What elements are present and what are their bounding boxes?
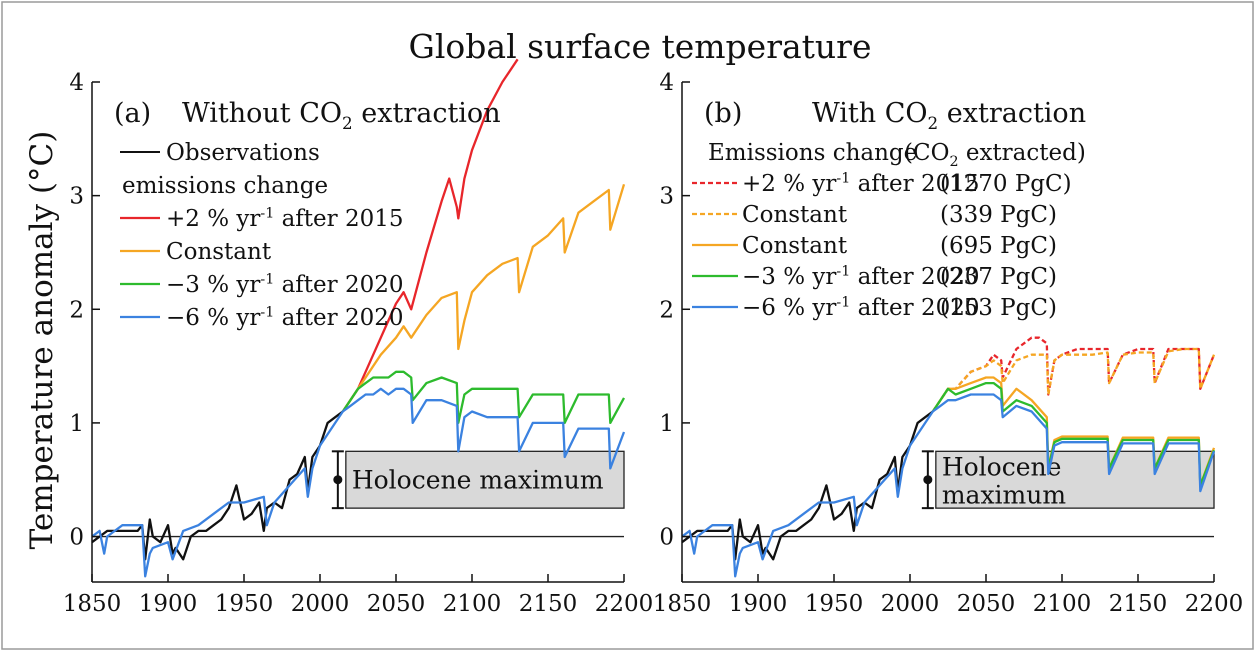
x-tick-label: 2050 xyxy=(957,591,1016,617)
legend-header-right: (CO2 extracted) xyxy=(904,140,1086,170)
holocene-band xyxy=(935,450,1215,509)
series-line-plus2 xyxy=(341,58,519,413)
panel-label: (b) xyxy=(704,98,742,129)
series-line-plus2-dashed xyxy=(931,336,1216,413)
x-tick-label: 1850 xyxy=(653,591,712,617)
holocene-label: Holocene maximum xyxy=(352,466,604,495)
series-line-constant xyxy=(341,183,626,413)
x-tick-label: 1900 xyxy=(139,591,198,617)
panel-label: (a) xyxy=(114,98,151,129)
holocene-point xyxy=(923,475,933,485)
x-tick-label: 2000 xyxy=(881,591,940,617)
legend-label-plus2: +2 % yr-1 after 2015 xyxy=(166,205,404,232)
series-line-observations xyxy=(91,410,344,561)
figure-title: Global surface temperature xyxy=(409,27,872,66)
y-tick-label: 3 xyxy=(659,184,674,210)
legend-group-header: emissions change xyxy=(122,173,328,199)
legend-amount: (339 PgC) xyxy=(940,202,1057,228)
y-tick-label: 2 xyxy=(69,297,84,323)
legend-label-constant: Constant xyxy=(742,233,848,259)
x-tick-label: 2000 xyxy=(291,591,350,617)
x-tick-label: 1850 xyxy=(63,591,122,617)
x-tick-label: 2150 xyxy=(519,591,578,617)
y-tick-label: 0 xyxy=(659,525,674,551)
y-tick-label: 0 xyxy=(69,525,84,551)
y-tick-label: 4 xyxy=(659,70,674,96)
series-line-constant-dashed xyxy=(931,347,1216,413)
y-tick-label: 1 xyxy=(659,411,674,437)
y-tick-label: 3 xyxy=(69,184,84,210)
holocene-band xyxy=(345,450,625,509)
x-tick-label: 2050 xyxy=(367,591,426,617)
legend-label-constant: Constant xyxy=(742,202,848,228)
series-line-minus6 xyxy=(681,393,1216,578)
x-tick-label: 2100 xyxy=(443,591,502,617)
legend-amount: (237 PgC) xyxy=(940,264,1057,290)
y-axis-label: Temperature anomaly (°C) xyxy=(24,131,60,550)
legend-label-constant: Constant xyxy=(166,239,272,265)
legend-label-plus2: +2 % yr-1 after 2015 xyxy=(742,170,980,197)
holocene-point xyxy=(333,475,343,485)
panel-title: Without CO2 extraction xyxy=(182,98,501,133)
legend-header-left: Emissions change xyxy=(708,140,917,166)
legend-label-minus6: −6 % yr-1 after 2020 xyxy=(742,294,980,321)
x-tick-label: 2100 xyxy=(1033,591,1092,617)
x-tick-label: 2200 xyxy=(1185,591,1244,617)
series-line-minus3 xyxy=(931,381,1216,487)
legend-amount: (695 PgC) xyxy=(940,233,1057,259)
y-tick-label: 1 xyxy=(69,411,84,437)
x-tick-label: 2200 xyxy=(595,591,654,617)
legend-amount: (1270 PgC) xyxy=(940,171,1072,197)
panel-a: Holocene maximum 1850 1900 1950 2000 2050 2100… xyxy=(63,58,654,617)
panel-title: With CO2 extraction xyxy=(812,98,1086,133)
y-tick-label: 4 xyxy=(69,70,84,96)
y-tick-label: 2 xyxy=(659,297,674,323)
legend-label-minus3: −3 % yr-1 after 2020 xyxy=(742,263,980,290)
x-tick-label: 2150 xyxy=(1109,591,1168,617)
legend-label-minus6: −6 % yr-1 after 2020 xyxy=(166,304,404,331)
legend-label-observations: Observations xyxy=(166,140,320,166)
holocene-label-line1: Holocene xyxy=(942,453,1062,482)
x-tick-label: 1900 xyxy=(729,591,788,617)
legend-amount: (153 PgC) xyxy=(940,295,1057,321)
series-line-minus6 xyxy=(91,387,626,578)
holocene-label-line2: maximum xyxy=(942,481,1067,510)
x-tick-label: 1950 xyxy=(805,591,864,617)
series-line-minus3 xyxy=(341,370,626,425)
series-line-observations xyxy=(681,410,934,561)
legend-label-minus3: −3 % yr-1 after 2020 xyxy=(166,271,404,298)
x-tick-label: 1950 xyxy=(215,591,274,617)
